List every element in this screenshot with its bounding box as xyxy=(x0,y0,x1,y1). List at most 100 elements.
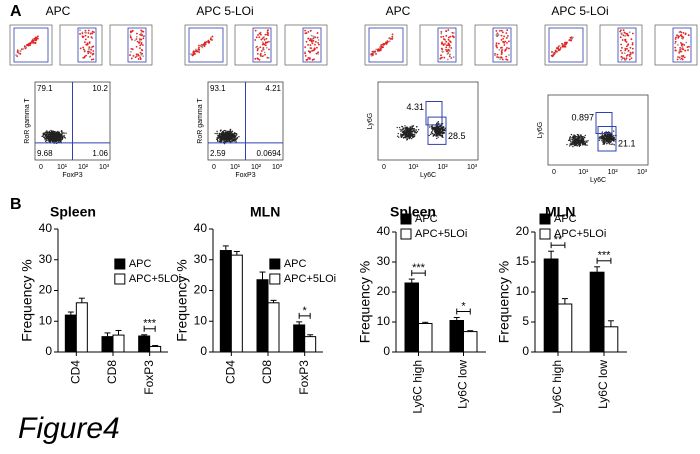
event-dot xyxy=(435,134,438,136)
event-dot xyxy=(576,133,579,136)
event-dot xyxy=(437,120,440,123)
event-dot xyxy=(227,136,230,138)
thumbnail-dot xyxy=(442,44,445,46)
thumbnail-dot xyxy=(192,51,195,54)
event-dot xyxy=(405,131,408,134)
event-dot xyxy=(612,139,614,141)
thumbnail-dot xyxy=(198,51,201,54)
event-dot xyxy=(601,137,603,140)
thumbnail-dot xyxy=(627,49,630,52)
y-tick-label: 0 xyxy=(200,344,207,358)
thumbnail-dot xyxy=(565,41,568,44)
thumbnail-dot xyxy=(619,36,622,39)
thumbnail-dot xyxy=(620,43,623,46)
x-tick-label: 0 xyxy=(382,164,386,171)
x-tick-label: 10³ xyxy=(272,164,283,171)
thumbnail-dot xyxy=(207,40,210,43)
thumbnail-dot xyxy=(265,46,268,49)
thumbnail-dot xyxy=(496,46,499,49)
bar xyxy=(603,326,619,353)
event-dot xyxy=(408,129,410,132)
gate xyxy=(368,27,404,63)
event-dot xyxy=(222,134,225,136)
event-dot xyxy=(584,142,586,145)
thumbnail-dot xyxy=(629,53,631,56)
thumbnail-dot xyxy=(371,53,374,56)
x-axis-label: FoxP3 xyxy=(235,172,255,179)
thumbnail-dot xyxy=(256,49,259,52)
thumbnail-dot xyxy=(620,58,623,61)
thumbnail-dot xyxy=(680,50,683,53)
thumbnail-dot xyxy=(256,52,259,55)
event-dot xyxy=(585,140,588,142)
thumbnail-dot xyxy=(555,50,557,53)
thumbnail-dot xyxy=(263,36,266,38)
event-dot xyxy=(231,138,234,140)
x-tick-label: CD4 xyxy=(224,360,238,384)
event-dot xyxy=(234,135,237,138)
thumbnail-dot xyxy=(631,32,634,35)
event-dot xyxy=(230,137,233,140)
event-dot xyxy=(58,133,61,135)
thumbnail-dot xyxy=(506,47,508,49)
thumbnail-dot xyxy=(562,43,565,46)
event-dot xyxy=(608,134,611,137)
thumbnail-dot xyxy=(381,45,384,48)
event-dot xyxy=(231,135,233,137)
event-dot xyxy=(234,138,236,140)
thumbnail-dot xyxy=(678,51,681,54)
event-dot xyxy=(50,134,53,136)
event-dot xyxy=(442,136,444,139)
thumbnail-dot xyxy=(190,53,192,55)
thumbnail-dot xyxy=(443,38,445,40)
event-dot xyxy=(224,140,226,142)
event-dot xyxy=(65,132,67,134)
event-dot xyxy=(434,127,436,130)
event-dot xyxy=(52,135,54,137)
bar xyxy=(138,335,151,353)
event-dot xyxy=(433,126,435,128)
thumbnail-dot xyxy=(90,46,93,49)
thumbnail-dot xyxy=(194,48,197,51)
thumbnail-dot xyxy=(674,49,677,52)
thumbnail-dot xyxy=(446,58,449,61)
x-tick-label: Ly6C low xyxy=(456,360,470,409)
thumbnail-dot xyxy=(505,32,508,34)
event-dot xyxy=(571,143,573,146)
thumbnail-dot xyxy=(140,38,143,41)
thumbnail-dot xyxy=(445,48,447,51)
thumbnail-dot xyxy=(442,35,445,38)
event-dot xyxy=(580,134,582,136)
thumbnail-dot xyxy=(565,43,567,46)
event-dot xyxy=(571,138,574,140)
thumbnail-dot xyxy=(79,29,81,32)
thumbnail-dot xyxy=(675,36,677,39)
event-dot xyxy=(568,139,571,141)
event-dot xyxy=(573,143,575,146)
bar xyxy=(543,258,559,353)
event-dot xyxy=(235,138,238,140)
thumbnail-dot xyxy=(502,37,505,40)
thumbnail-dot xyxy=(198,44,200,47)
event-dot xyxy=(228,131,231,134)
thumbnail-dot xyxy=(266,41,269,44)
thumbnail-dot xyxy=(135,45,138,48)
y-tick-label: 20 xyxy=(39,283,53,297)
thumbnail-dot xyxy=(82,35,85,38)
thumbnail-dot xyxy=(624,48,627,50)
thumbnail-dot xyxy=(506,29,509,31)
event-dot xyxy=(50,140,52,142)
y-tick-label: 20 xyxy=(194,283,208,297)
event-dot xyxy=(56,137,58,140)
event-dot xyxy=(235,141,237,143)
event-dot xyxy=(605,131,607,133)
event-dot xyxy=(430,133,432,136)
thumbnail-dot xyxy=(506,36,509,39)
bar xyxy=(589,271,605,353)
event-dot xyxy=(402,128,404,130)
gate xyxy=(77,27,97,63)
event-dot xyxy=(54,135,56,137)
x-tick-label: 10¹ xyxy=(230,164,241,171)
event-dot xyxy=(438,128,441,130)
event-dot xyxy=(438,129,440,132)
